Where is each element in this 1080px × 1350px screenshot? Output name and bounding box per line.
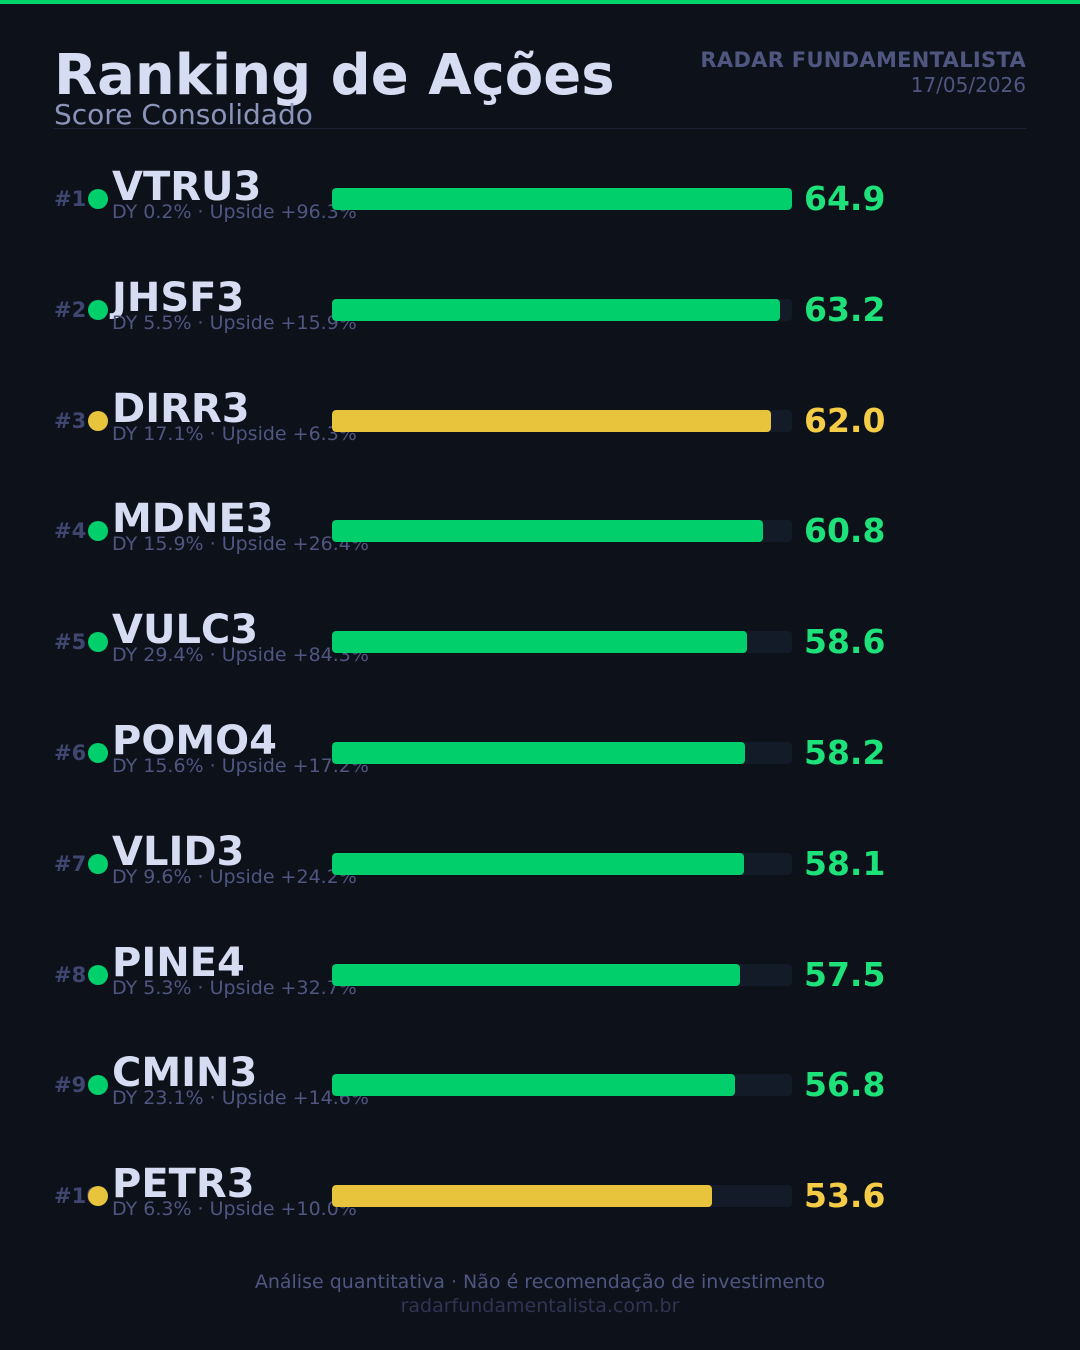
rank-label: #1 [54, 187, 87, 211]
report-date: 17/05/2026 [910, 73, 1026, 97]
rank-label: #9 [54, 1073, 87, 1098]
score-bar-track [332, 1074, 792, 1097]
ranking-row: #5 VULC3 DY 29.4% · Upside +84.3% 58.6 [0, 586, 1080, 697]
ticker-metrics: DY 5.3% · Upside +32.7% [112, 976, 357, 999]
ticker-metrics: DY 17.1% · Upside +6.3% [112, 422, 357, 445]
score-value: 58.2 [804, 733, 886, 772]
score-bar-track [332, 520, 792, 543]
score-value: 60.8 [804, 511, 886, 551]
status-dot [88, 964, 108, 985]
rank-label: #3 [54, 408, 87, 433]
ticker-label: CMIN3 [112, 1050, 258, 1097]
score-bar [332, 631, 747, 654]
score-bar [332, 1074, 735, 1097]
rank-label: #6 [54, 741, 87, 765]
score-bar-track [332, 298, 792, 321]
score-bar [332, 520, 763, 543]
score-bar-track [332, 409, 792, 432]
rank-label: #7 [54, 851, 87, 876]
ranking-row: #4 MDNE3 DY 15.9% · Upside +26.4% 60.8 [0, 475, 1080, 586]
ticker-metrics: DY 23.1% · Upside +14.6% [112, 1087, 369, 1110]
ticker-metrics: DY 5.5% · Upside +15.9% [112, 311, 357, 334]
score-bar [332, 298, 780, 321]
score-bar-track [332, 742, 792, 764]
ranking-row: #1 VTRU3 DY 0.2% · Upside +96.3% 64.9 [0, 143, 1080, 254]
rank-label: #5 [54, 630, 87, 655]
brand-name: RADAR FUNDAMENTALISTA [700, 48, 1026, 72]
page-subtitle: Score Consolidado [54, 98, 313, 131]
score-bar [332, 188, 792, 210]
status-dot [88, 1075, 108, 1096]
score-value: 56.8 [804, 1065, 886, 1105]
score-bar-track [332, 1185, 792, 1208]
score-bar-track [332, 963, 792, 986]
ticker-label: VTRU3 [112, 164, 262, 210]
page-title: Ranking de Ações [54, 43, 615, 108]
footer-disclaimer: Análise quantitativa · Não é recomendaçã… [254, 1271, 826, 1293]
ranking-row: #2 JHSF3 DY 5.5% · Upside +15.9% 63.2 [0, 254, 1080, 365]
ranking-row: #6 POMO4 DY 15.6% · Upside +17.2% 58.2 [0, 697, 1080, 808]
ticker-metrics: DY 15.9% · Upside +26.4% [112, 533, 369, 556]
status-dot [88, 410, 108, 431]
rank-label: #4 [54, 519, 87, 544]
ranking-row: #8 PINE4 DY 5.3% · Upside +32.7% 57.5 [0, 919, 1080, 1030]
score-value: 57.5 [804, 954, 886, 994]
score-value: 58.6 [804, 622, 886, 662]
score-bar [332, 963, 740, 986]
score-bar-track [332, 631, 792, 654]
ticker-label: VLID3 [112, 828, 245, 875]
status-dot [88, 1186, 108, 1207]
score-bar [332, 742, 745, 764]
score-value: 62.0 [804, 400, 886, 440]
score-value: 58.1 [804, 843, 886, 883]
ticker-label: POMO4 [112, 718, 277, 764]
rank-label: #2 [54, 297, 87, 322]
status-dot [88, 632, 108, 653]
ranking-row: #7 VLID3 DY 9.6% · Upside +24.2% 58.1 [0, 808, 1080, 919]
score-value: 63.2 [804, 289, 886, 329]
ticker-metrics: DY 29.4% · Upside +84.3% [112, 644, 369, 667]
score-value: 53.6 [804, 1176, 886, 1216]
score-bar [332, 852, 744, 875]
ticker-metrics: DY 15.6% · Upside +17.2% [112, 755, 369, 777]
status-dot [88, 521, 108, 542]
ticker-metrics: DY 6.3% · Upside +10.0% [112, 1198, 357, 1221]
ticker-label: JHSF3 [112, 274, 245, 321]
ranking-row: #9 CMIN3 DY 23.1% · Upside +14.6% 56.8 [0, 1029, 1080, 1140]
ranking-row: #10 PETR3 DY 6.3% · Upside +10.0% 53.6 [0, 1140, 1080, 1251]
status-dot [88, 299, 108, 320]
status-dot [88, 853, 108, 874]
ticker-label: PETR3 [112, 1161, 255, 1208]
ticker-label: PINE4 [112, 939, 245, 986]
rank-label: #8 [54, 962, 87, 987]
ticker-label: VULC3 [112, 607, 259, 654]
header-divider [54, 128, 1026, 129]
top-accent-bar [0, 0, 1080, 4]
status-dot [88, 743, 108, 763]
ticker-label: DIRR3 [112, 385, 250, 432]
ticker-label: MDNE3 [112, 496, 274, 543]
score-bar-track [332, 852, 792, 875]
score-bar-track [332, 188, 792, 210]
score-bar [332, 409, 771, 432]
ticker-metrics: DY 0.2% · Upside +96.3% [112, 201, 357, 223]
status-dot [88, 189, 108, 209]
ranking-row: #3 DIRR3 DY 17.1% · Upside +6.3% 62.0 [0, 365, 1080, 476]
score-value: 64.9 [804, 179, 886, 218]
score-bar [332, 1185, 712, 1208]
footer-url: radarfundamentalista.com.br [400, 1295, 680, 1317]
ticker-metrics: DY 9.6% · Upside +24.2% [112, 865, 357, 888]
